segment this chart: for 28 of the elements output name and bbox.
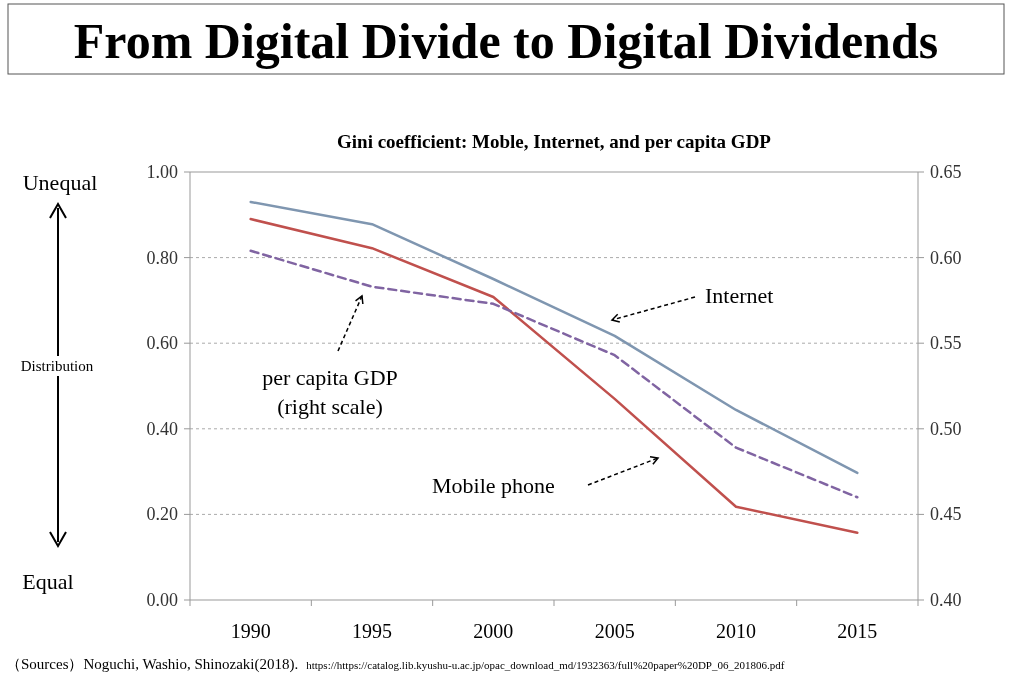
annotation: Mobile phone xyxy=(432,473,555,498)
y2-tick-label: 0.40 xyxy=(930,590,962,610)
y2-tick-label: 0.65 xyxy=(930,162,962,182)
annotation: per capita GDP (right scale) xyxy=(262,365,398,419)
y-tick-label: 0.00 xyxy=(146,590,178,610)
text: Distribution xyxy=(20,358,94,374)
text: （Sources）Noguchi, Washio, Shinozaki(2018). xyxy=(6,656,299,673)
text: Unequal xyxy=(22,170,98,195)
y2-tick-label: 0.50 xyxy=(930,418,962,439)
y2-tick-label: 0.45 xyxy=(930,504,962,525)
y-tick-label: 0.40 xyxy=(146,418,178,439)
annotation: Internet xyxy=(705,283,774,308)
y-tick-label: 1.00 xyxy=(146,162,178,182)
text: Equal xyxy=(22,569,74,594)
y-tick-label: 0.60 xyxy=(146,333,178,354)
x-tick-label: 2005 xyxy=(594,620,635,642)
chart-title: From Digital Divide to Digital Dividends xyxy=(73,13,939,69)
y-tick-label: 0.20 xyxy=(146,504,178,525)
x-tick-label: 1995 xyxy=(352,620,392,642)
x-tick-label: 2000 xyxy=(473,620,514,642)
chart-subtitle: Gini coefficient: Moble, Internet, and per capita GDP xyxy=(337,131,772,152)
y2-tick-label: 0.55 xyxy=(930,333,962,354)
x-tick-label: 2010 xyxy=(716,620,756,642)
text: https://https://catalog.lib.kyushu-u.ac.jp/opac_download_md/1932363/full%20paper%20DP_06_201806.pdf xyxy=(306,659,785,671)
y2-tick-label: 0.60 xyxy=(930,247,962,268)
x-tick-label: 1990 xyxy=(230,620,271,642)
x-tick-label: 2015 xyxy=(837,620,878,642)
y-tick-label: 0.80 xyxy=(146,247,178,268)
